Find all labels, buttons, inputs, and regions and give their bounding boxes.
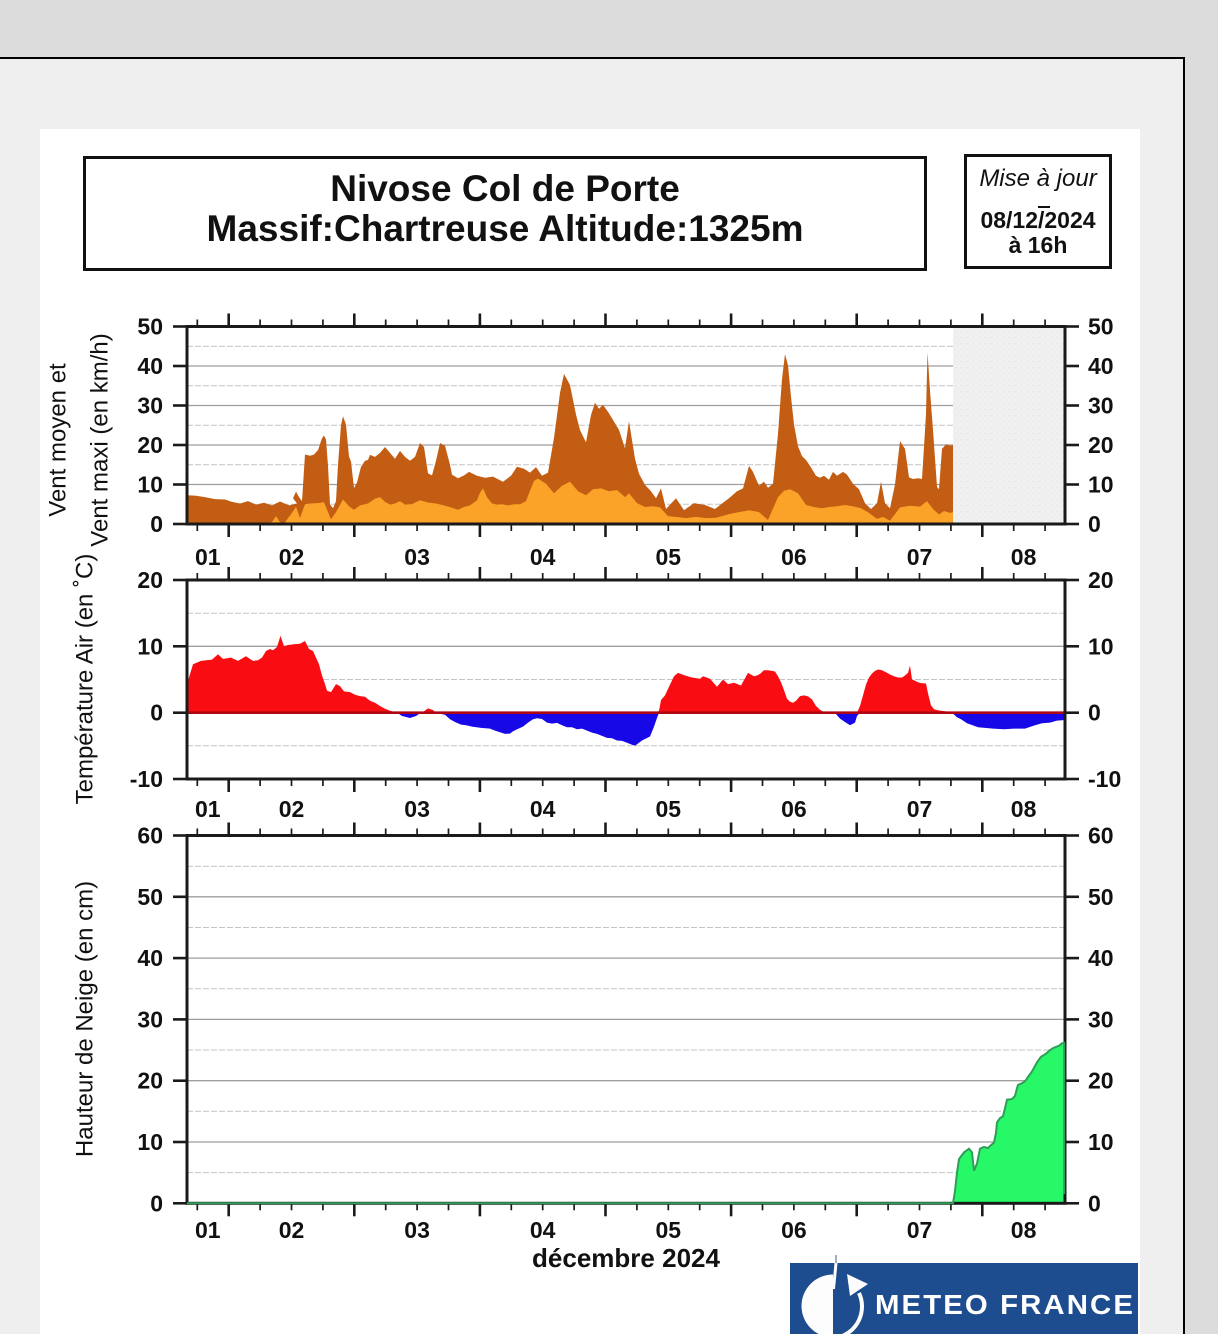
svg-text:0: 0 — [1088, 1190, 1101, 1216]
svg-text:08: 08 — [1011, 544, 1037, 570]
svg-text:05: 05 — [656, 796, 682, 822]
svg-text:02: 02 — [279, 1217, 305, 1243]
svg-text:30: 30 — [1088, 393, 1114, 419]
svg-text:Température Air (en ˚C): Température Air (en ˚C) — [72, 554, 99, 805]
svg-text:20: 20 — [137, 432, 163, 458]
svg-text:01: 01 — [195, 796, 221, 822]
svg-text:05: 05 — [656, 1217, 682, 1243]
svg-text:60: 60 — [137, 823, 163, 849]
svg-text:20: 20 — [1088, 567, 1114, 593]
svg-text:20: 20 — [1088, 432, 1114, 458]
svg-text:Vent moyen et: Vent moyen et — [45, 363, 72, 517]
svg-text:10: 10 — [137, 633, 163, 659]
svg-text:30: 30 — [137, 1006, 163, 1032]
svg-text:décembre 2024: décembre 2024 — [532, 1243, 720, 1273]
svg-text:01: 01 — [195, 544, 221, 570]
svg-text:02: 02 — [279, 544, 305, 570]
svg-text:03: 03 — [404, 796, 430, 822]
svg-text:03: 03 — [404, 544, 430, 570]
svg-text:50: 50 — [1088, 884, 1114, 910]
svg-text:10: 10 — [1088, 1129, 1114, 1155]
svg-text:40: 40 — [137, 945, 163, 971]
svg-text:07: 07 — [907, 544, 933, 570]
svg-text:30: 30 — [1088, 1006, 1114, 1032]
svg-text:40: 40 — [1088, 353, 1114, 379]
svg-text:Hauteur de Neige (en cm): Hauteur de Neige (en cm) — [72, 881, 99, 1157]
svg-text:03: 03 — [404, 1217, 430, 1243]
svg-text:0: 0 — [150, 511, 163, 537]
svg-text:50: 50 — [137, 884, 163, 910]
svg-text:20: 20 — [137, 1068, 163, 1094]
svg-text:-10: -10 — [1088, 766, 1121, 792]
svg-text:40: 40 — [137, 353, 163, 379]
svg-text:10: 10 — [137, 1129, 163, 1155]
svg-text:06: 06 — [781, 1217, 807, 1243]
svg-text:02: 02 — [279, 796, 305, 822]
svg-text:Vent maxi (en km/h): Vent maxi (en km/h) — [87, 333, 114, 546]
svg-text:20: 20 — [137, 567, 163, 593]
svg-text:20: 20 — [1088, 1068, 1114, 1094]
svg-text:06: 06 — [781, 544, 807, 570]
svg-text:0: 0 — [1088, 511, 1101, 537]
svg-text:30: 30 — [137, 393, 163, 419]
svg-text:01: 01 — [195, 1217, 221, 1243]
svg-text:04: 04 — [530, 544, 556, 570]
svg-text:08: 08 — [1011, 1217, 1037, 1243]
svg-text:40: 40 — [1088, 945, 1114, 971]
svg-text:07: 07 — [907, 1217, 933, 1243]
svg-text:05: 05 — [656, 544, 682, 570]
svg-text:08: 08 — [1011, 796, 1037, 822]
svg-text:0: 0 — [1088, 700, 1101, 726]
svg-text:60: 60 — [1088, 823, 1114, 849]
svg-text:0: 0 — [150, 700, 163, 726]
svg-text:50: 50 — [137, 314, 163, 340]
svg-text:06: 06 — [781, 796, 807, 822]
svg-text:0: 0 — [150, 1190, 163, 1216]
svg-text:10: 10 — [1088, 472, 1114, 498]
svg-text:10: 10 — [1088, 633, 1114, 659]
svg-text:10: 10 — [137, 472, 163, 498]
svg-text:-10: -10 — [130, 766, 163, 792]
svg-text:07: 07 — [907, 796, 933, 822]
svg-text:50: 50 — [1088, 314, 1114, 340]
svg-text:04: 04 — [530, 796, 556, 822]
svg-text:METEO FRANCE: METEO FRANCE — [875, 1289, 1135, 1320]
svg-text:04: 04 — [530, 1217, 556, 1243]
